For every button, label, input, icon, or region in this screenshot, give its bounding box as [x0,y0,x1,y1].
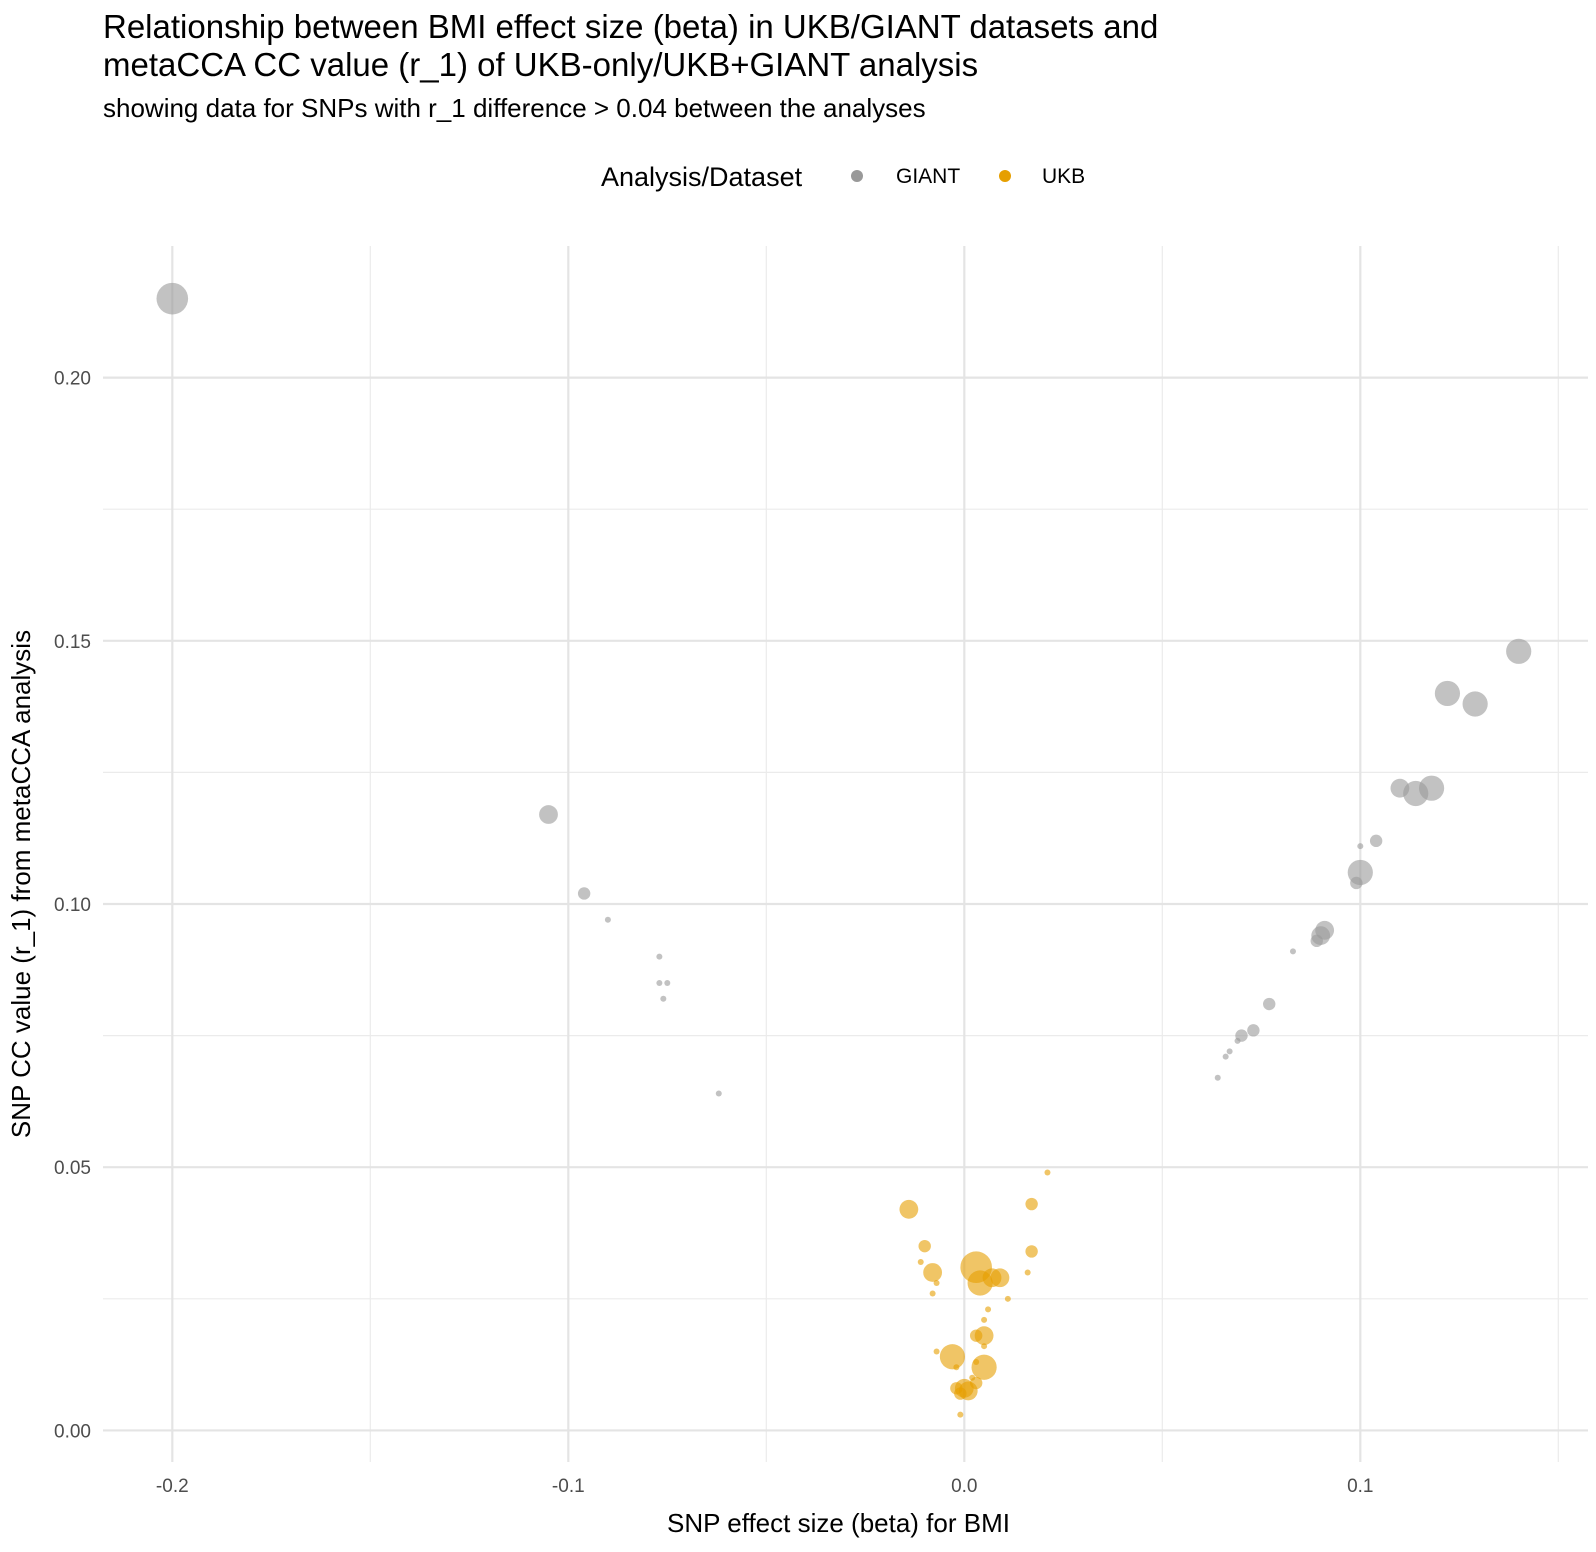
point-giant [1234,1037,1241,1044]
y-tick-label: 0.05 [54,1158,91,1179]
legend-label-ukb: UKB [1042,165,1086,188]
y-tick-label: 0.00 [54,1421,91,1442]
x-tick-label: -0.2 [156,1476,189,1497]
point-giant [1357,843,1364,850]
x-axis-title: SNP effect size (beta) for BMI [667,1508,1010,1538]
point-ukb [923,1263,943,1282]
point-giant [1506,638,1532,664]
point-giant [660,995,667,1002]
point-ukb [917,1258,924,1265]
point-ukb [899,1199,919,1219]
point-giant [656,953,663,960]
point-giant [156,282,189,315]
point-ukb [918,1239,931,1253]
point-ukb [971,1354,997,1380]
y-axis-title: SNP CC value (r_1) from metaCCA analysis [6,630,36,1138]
point-ukb [1025,1197,1038,1211]
point-giant [664,979,671,986]
point-giant [656,979,663,986]
chart-subtitle: showing data for SNPs with r_1 differenc… [103,93,926,123]
point-giant [1369,834,1383,848]
chart-title: Relationship between BMI effect size (be… [103,8,1158,84]
point-giant [1289,948,1296,955]
point-giant [1214,1074,1221,1081]
y-axis-ticks: 0.00 0.05 0.10 0.15 0.20 [54,369,91,1443]
point-giant [539,805,558,824]
point-giant [604,916,611,923]
x-tick-label: 0.0 [951,1476,977,1497]
point-giant [1247,1024,1260,1037]
point-giant [715,1090,722,1097]
point-giant [1310,934,1323,948]
legend-key-ukb [999,170,1011,182]
point-giant [1263,997,1276,1011]
legend-key-giant [851,170,863,182]
chart-title-line-1: Relationship between BMI effect size (be… [103,8,1159,45]
point-ukb [985,1306,992,1313]
legend: Analysis/Dataset GIANT UKB [0,160,1596,196]
x-tick-label: -0.1 [552,1476,585,1497]
point-giant [1226,1048,1233,1055]
point-ukb [974,1326,994,1346]
y-tick-label: 0.10 [54,895,91,916]
point-ukb [990,1268,1010,1288]
point-ukb [954,1387,967,1400]
point-giant [577,887,591,900]
y-tick-label: 0.15 [54,632,91,653]
major-gridlines [103,246,1588,1462]
point-ukb [1004,1295,1011,1302]
point-giant [1222,1053,1229,1060]
point-ukb [933,1280,940,1287]
point-ukb [929,1290,936,1297]
point-giant [1462,691,1488,717]
point-ukb [981,1343,988,1350]
point-ukb [933,1348,940,1355]
data-points [156,282,1532,1418]
point-ukb [981,1316,988,1323]
chart-title-line-2: metaCCA CC value (r_1) of UKB-only/UKB+G… [103,46,979,83]
legend-title: Analysis/Dataset [601,162,803,192]
minor-gridlines [103,246,1588,1462]
point-giant [1350,876,1363,890]
x-axis-ticks: -0.2 -0.1 0.0 0.1 [156,1476,1374,1497]
point-ukb [953,1364,960,1371]
point-giant [1434,680,1461,707]
point-ukb [1025,1245,1038,1258]
point-ukb [939,1344,966,1370]
point-ukb [1024,1269,1031,1276]
legend-label-giant: GIANT [896,165,961,188]
point-ukb [1044,1169,1051,1176]
point-giant [1418,775,1445,801]
y-tick-label: 0.20 [54,369,91,390]
x-tick-label: 0.1 [1347,1476,1373,1497]
point-ukb [957,1411,964,1418]
